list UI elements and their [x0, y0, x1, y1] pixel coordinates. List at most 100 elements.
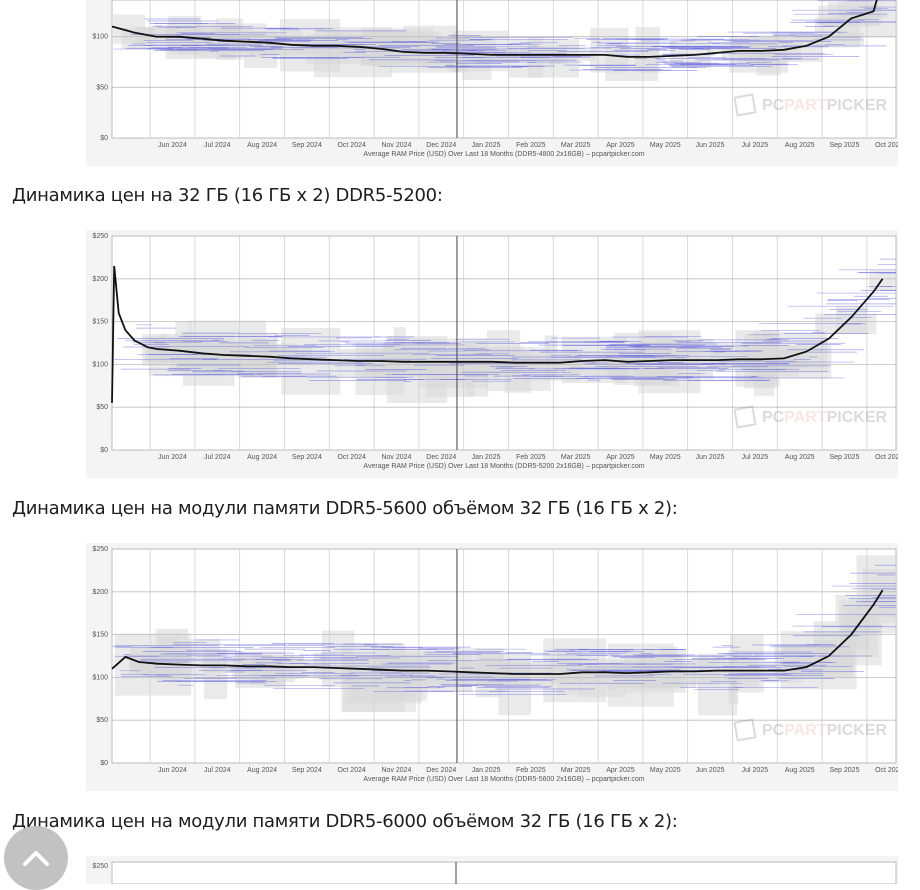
price-chart-ddr5-5200: PCPARTPICKER $0 $50 $100 $150 $200 $250 Jun 202… — [86, 230, 898, 478]
x-tick-label: Apr 2025 — [606, 142, 635, 149]
x-tick-label: Mar 2025 — [561, 767, 591, 774]
x-tick-label: Jul 2024 — [204, 142, 231, 149]
x-tick-label: Jun 2024 — [158, 767, 187, 774]
x-tick-label: Jun 2025 — [696, 454, 725, 461]
x-tick-label: Sep 2024 — [292, 454, 322, 461]
y-tick-label: $150 — [92, 319, 108, 326]
y-tick-label: $250 — [92, 546, 108, 553]
x-tick-label: Aug 2024 — [247, 142, 277, 149]
x-tick-label: Jul 2025 — [742, 142, 769, 149]
x-tick-label: Jul 2024 — [204, 767, 231, 774]
x-tick-label: Sep 2025 — [829, 767, 859, 774]
x-tick-label: Oct 2025 — [875, 142, 898, 149]
retailer-price-lines — [112, 564, 896, 695]
scroll-to-top-button[interactable] — [4, 826, 68, 890]
heading-ddr5-5600: Динамика цен на модули памяти DDR5-5600 … — [12, 498, 678, 519]
chart-caption: Average RAM Price (USD) Over Last 18 Mon… — [363, 463, 644, 470]
x-tick-label: Dec 2024 — [426, 142, 456, 149]
x-tick-label: Nov 2024 — [381, 767, 411, 774]
chart-caption: Average RAM Price (USD) Over Last 18 Mon… — [363, 151, 644, 158]
watermark-part: PART — [784, 722, 827, 739]
x-tick-label: Jun 2024 — [158, 454, 187, 461]
x-tick-label: Dec 2024 — [426, 454, 456, 461]
price-range-bands — [141, 270, 896, 404]
x-tick-label: Jun 2025 — [696, 767, 725, 774]
price-chart-svg: PCPARTPICKER $0 $50 $100 $150 $200 $250 Jun 202… — [92, 233, 898, 470]
heading-ddr5-6000: Динамика цен на модули памяти DDR5-6000 … — [12, 811, 678, 832]
x-tick-label: Aug 2025 — [785, 142, 815, 149]
x-tick-label: Apr 2025 — [606, 767, 635, 774]
x-tick-label: Apr 2025 — [606, 454, 635, 461]
x-tick-label: Oct 2025 — [875, 454, 898, 461]
price-range-band — [731, 44, 769, 55]
retailer-price-lines — [113, 258, 896, 382]
x-tick-label: Sep 2025 — [829, 454, 859, 461]
x-tick-label: Nov 2024 — [381, 454, 411, 461]
price-range-band — [869, 270, 896, 291]
gridlines — [112, 0, 896, 139]
x-tick-label: Mar 2025 — [561, 454, 591, 461]
y-tick-label: $250 — [92, 233, 108, 240]
y-tick-label: $50 — [96, 717, 108, 724]
heading-ddr5-5200: Динамика цен на 32 ГБ (16 ГБ x 2) DDR5-5… — [12, 185, 443, 206]
watermark-pc: PC — [762, 97, 785, 114]
price-range-band — [461, 661, 500, 681]
x-tick-label: Jan 2025 — [472, 454, 501, 461]
watermark-picker: PICKER — [827, 97, 888, 114]
gridlines — [112, 235, 896, 451]
x-tick-label: Mar 2025 — [561, 142, 591, 149]
x-tick-label: Dec 2024 — [426, 767, 456, 774]
x-tick-label: Sep 2025 — [829, 142, 859, 149]
x-tick-label: Nov 2024 — [381, 142, 411, 149]
x-tick-label: Aug 2024 — [247, 454, 277, 461]
pcpartpicker-watermark: PCPARTPICKER — [733, 718, 888, 742]
y-tick-label: $150 — [92, 632, 108, 639]
average-price-line — [111, 0, 878, 58]
x-tick-label: Aug 2025 — [785, 767, 815, 774]
x-tick-label: May 2025 — [650, 142, 681, 149]
price-range-band — [281, 327, 341, 395]
x-tick-label: Feb 2025 — [516, 142, 546, 149]
pcpartpicker-logo-icon — [733, 93, 757, 117]
y-tick-label: $200 — [92, 589, 108, 596]
chart-caption: Average RAM Price (USD) Over Last 18 Mon… — [363, 776, 644, 783]
y-tick-label: $250 — [92, 863, 108, 870]
x-tick-label: Oct 2025 — [875, 767, 898, 774]
y-tick-label: $100 — [92, 674, 108, 681]
watermark-pc: PC — [762, 409, 785, 426]
watermark-picker: PICKER — [827, 722, 888, 739]
price-range-band — [427, 352, 501, 380]
price-range-band — [260, 38, 275, 49]
pcpartpicker-logo-icon — [733, 718, 757, 742]
x-tick-label: Oct 2024 — [337, 767, 366, 774]
price-range-band — [189, 320, 267, 367]
price-range-band — [862, 568, 896, 634]
price-chart-svg: PCPARTPICKER $0 $50 $100 $150 $200 $250 Jun 202… — [92, 546, 898, 783]
x-tick-label: Jul 2024 — [204, 454, 231, 461]
x-tick-label: Jul 2025 — [742, 454, 769, 461]
x-tick-label: Jun 2024 — [158, 142, 187, 149]
x-tick-label: Jun 2025 — [696, 142, 725, 149]
x-tick-label: Aug 2025 — [785, 454, 815, 461]
pcpartpicker-logo-icon — [733, 405, 757, 429]
y-tick-label: $50 — [96, 84, 108, 91]
average-price-line — [111, 589, 884, 675]
x-tick-label: Feb 2025 — [516, 454, 546, 461]
average-price-line — [111, 265, 884, 403]
x-tick-label: Feb 2025 — [516, 767, 546, 774]
x-tick-label: Jan 2025 — [472, 142, 501, 149]
pcpartpicker-watermark: PCPARTPICKER — [733, 405, 888, 429]
retailer-price-lines — [113, 0, 896, 71]
watermark-pc: PC — [762, 722, 785, 739]
x-tick-label: Oct 2024 — [337, 142, 366, 149]
y-tick-label: $100 — [92, 34, 108, 41]
y-tick-label: $100 — [92, 361, 108, 368]
watermark-part: PART — [784, 97, 827, 114]
price-range-band — [313, 652, 327, 679]
x-tick-label: Jul 2025 — [742, 767, 769, 774]
pcpartpicker-watermark: PCPARTPICKER — [733, 93, 888, 117]
x-tick-label: Sep 2024 — [292, 142, 322, 149]
y-tick-label: $0 — [100, 135, 108, 142]
x-tick-label: Aug 2024 — [247, 767, 277, 774]
watermark-part: PART — [784, 409, 827, 426]
